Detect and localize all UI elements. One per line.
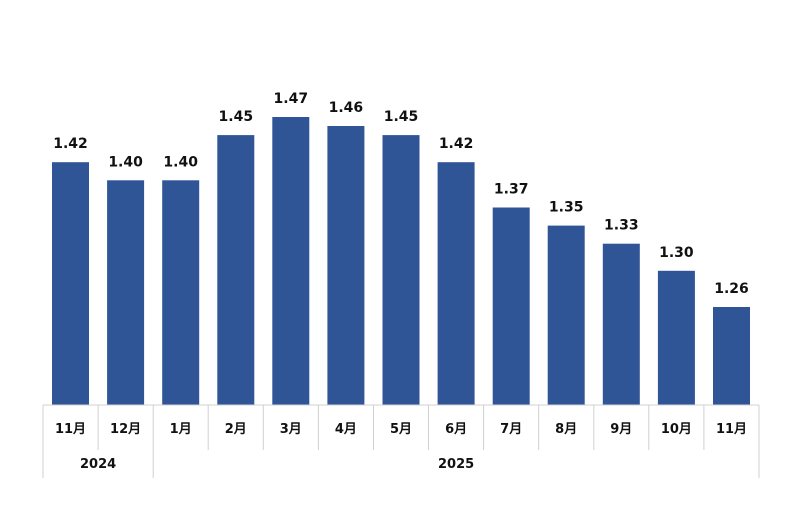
category-label-0: 11月 [55,422,86,437]
bar-11 [657,270,695,405]
category-label-12: 11月 [716,422,747,437]
year-label-1: 2025 [438,457,474,472]
value-label-2: 1.40 [163,154,198,170]
category-label-2: 1月 [170,422,192,437]
bar-0 [52,162,89,405]
value-label-10: 1.33 [604,218,639,234]
bar-1 [107,180,145,405]
category-axis: 11月 12月 1月 2月 3月 4月 5月 6月 7月 8月 9月 10月 11月 2024 2025 [42,404,760,478]
category-label-4: 3月 [280,422,302,437]
bar-6 [382,135,420,405]
value-label-0: 1.42 [53,136,88,152]
category-label-7: 6月 [445,422,467,437]
bar-3 [217,135,255,405]
category-label-3: 2月 [225,422,247,437]
value-label-7: 1.42 [439,136,474,152]
bar-9 [547,225,585,405]
bar-2 [162,180,200,405]
category-label-6: 5月 [390,422,412,437]
category-label-9: 8月 [555,422,577,437]
value-label-3: 1.45 [219,109,254,125]
value-label-8: 1.37 [494,182,529,198]
value-label-1: 1.40 [108,154,143,170]
category-label-10: 9月 [610,422,632,437]
category-label-8: 7月 [500,422,522,437]
year-label-0: 2024 [80,457,116,472]
category-label-11: 10月 [661,422,692,437]
bar-7 [437,162,475,405]
category-label-5: 4月 [335,422,357,437]
bar-10 [602,243,640,405]
value-label-4: 1.47 [274,91,309,107]
value-label-12: 1.26 [714,281,749,297]
bars-group [52,117,750,405]
category-label-1: 12月 [110,422,141,437]
bar-12 [713,307,750,405]
bar-5 [327,126,365,405]
value-labels-group: 1.42 1.40 1.40 1.45 1.47 1.46 1.45 1.42 1.37 1.35… [53,91,749,297]
value-label-9: 1.35 [549,200,584,216]
value-label-5: 1.46 [329,100,364,116]
value-label-6: 1.45 [384,109,419,125]
bar-4 [272,117,310,405]
value-label-11: 1.30 [659,245,694,261]
bar-8 [492,207,530,405]
